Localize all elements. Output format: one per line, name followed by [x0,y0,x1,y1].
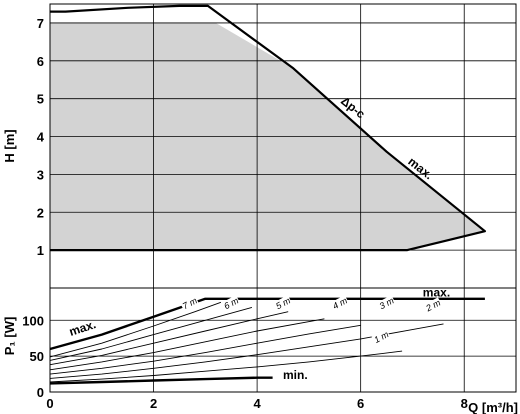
power-y-ticks: 0 50 100 [22,313,44,400]
flow-x-tick: 8 [461,396,468,411]
power-y-tick: 100 [22,313,44,328]
power-curve-annotation: max. [423,286,450,300]
power-series [49,297,485,385]
head-y-tick: 1 [37,243,44,258]
power-series-line [49,311,289,366]
power-y-tick: 0 [37,385,44,400]
max-head-curve [50,4,486,252]
label-background [376,295,397,312]
label-background [371,328,391,346]
label-background [179,295,200,312]
power-series-line [49,318,325,371]
power-curve-annotation: min. [283,368,308,382]
power-series-line [49,301,222,358]
head-y-tick: 2 [37,205,44,220]
head-axis-label: H [m] [2,129,17,162]
flow-x-tick: 0 [46,396,53,411]
power-series-line [49,350,403,383]
power-series-line [49,297,485,351]
head-y-tick: 5 [37,92,44,107]
power-axis-label: P₁ [W] [2,317,17,356]
head-y-tick: 6 [37,54,44,69]
head-y-tick: 3 [37,167,44,182]
power-panel-frame [49,287,517,393]
power-series-line [49,324,361,375]
head-y-tick: 4 [37,130,45,145]
power-x-ticks: 0 2 4 6 8 [46,396,467,411]
power-series-line [49,376,273,385]
flow-axis-label: Q [m³/h] [468,400,518,414]
power-series-line [49,323,444,379]
label-background [423,297,443,314]
flow-x-tick: 4 [253,396,261,411]
flow-x-tick: 2 [150,396,157,411]
power-series-line [49,306,253,361]
label-background [330,295,350,312]
power-grid [50,288,516,392]
label-background [273,295,293,312]
head-y-tick: 7 [37,16,44,31]
power-y-tick: 50 [30,349,44,364]
label-background [221,295,241,312]
head-y-ticks: 1 2 3 4 5 6 7 [37,16,45,258]
flow-x-tick: 6 [357,396,364,411]
